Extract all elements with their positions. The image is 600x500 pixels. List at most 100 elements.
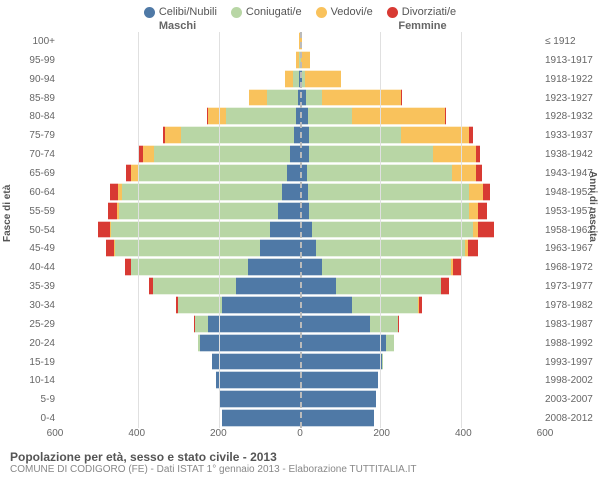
- bar-segment: [226, 107, 296, 125]
- bar-segment: [122, 183, 283, 201]
- legend-item: Vedovi/e: [316, 6, 373, 18]
- x-tick: 600: [47, 428, 64, 439]
- bar-segment: [212, 353, 300, 371]
- female-side: [300, 32, 541, 428]
- birth-label: ≤ 1912: [545, 32, 600, 51]
- bar-segment: [270, 221, 300, 239]
- birth-label: 1973-1977: [545, 277, 600, 296]
- age-label: 85-89: [0, 89, 55, 108]
- bar-segment: [452, 164, 476, 182]
- bar-segment: [300, 296, 352, 314]
- bar-segment: [401, 89, 402, 107]
- bar-segment: [115, 239, 260, 257]
- legend-item: Divorziati/e: [387, 6, 456, 18]
- legend-label: Vedovi/e: [331, 6, 373, 18]
- bar-segment: [222, 409, 300, 427]
- legend-label: Divorziati/e: [402, 6, 456, 18]
- bar-segment: [468, 239, 478, 257]
- bar-row: [300, 221, 541, 240]
- bar-segment: [478, 221, 494, 239]
- bar-row: [300, 296, 541, 315]
- bar-segment: [316, 239, 465, 257]
- age-label: 90-94: [0, 70, 55, 89]
- bar-row: [300, 353, 541, 372]
- bar-row: [300, 239, 541, 258]
- bar-segment: [322, 258, 451, 276]
- bar-segment: [336, 277, 440, 295]
- male-header: Maschi: [55, 20, 300, 32]
- bar-row: [59, 89, 300, 108]
- female-header: Femmine: [300, 20, 545, 32]
- bar-segment: [469, 183, 483, 201]
- birth-label: 1983-1987: [545, 315, 600, 334]
- age-label: 100+: [0, 32, 55, 51]
- x-tick: 400: [455, 428, 472, 439]
- bar-row: [59, 70, 300, 89]
- bar-segment: [300, 277, 336, 295]
- bar-segment: [401, 126, 469, 144]
- bar-segment: [208, 107, 226, 125]
- gridline: [380, 32, 381, 428]
- age-label: 75-79: [0, 126, 55, 145]
- bar-row: [59, 183, 300, 202]
- caption: Popolazione per età, sesso e stato civil…: [0, 444, 600, 475]
- birth-label: 1993-1997: [545, 353, 600, 372]
- bar-segment: [469, 202, 478, 220]
- bar-row: [300, 409, 541, 428]
- bar-row: [300, 371, 541, 390]
- bar-row: [59, 202, 300, 221]
- bar-segment: [398, 315, 399, 333]
- bar-segment: [200, 334, 300, 352]
- birth-label: 1998-2002: [545, 371, 600, 390]
- age-label: 45-49: [0, 239, 55, 258]
- bar-segment: [119, 202, 278, 220]
- birth-label: 1963-1967: [545, 239, 600, 258]
- bar-segment: [300, 258, 322, 276]
- bar-row: [300, 390, 541, 409]
- bar-segment: [106, 239, 115, 257]
- bar-row: [59, 164, 300, 183]
- birth-label: 2003-2007: [545, 390, 600, 409]
- bar-row: [300, 164, 541, 183]
- bar-segment: [300, 390, 376, 408]
- legend-dot: [316, 7, 327, 18]
- legend-label: Celibi/Nubili: [159, 6, 217, 18]
- bar-segment: [153, 277, 235, 295]
- legend-label: Coniugati/e: [246, 6, 302, 18]
- bar-segment: [181, 126, 293, 144]
- bar-segment: [308, 107, 352, 125]
- bar-segment: [300, 353, 382, 371]
- x-tick: 600: [537, 428, 554, 439]
- bar-row: [59, 145, 300, 164]
- bar-row: [59, 239, 300, 258]
- bar-segment: [98, 221, 109, 239]
- bar-row: [59, 107, 300, 126]
- x-axis: 6004002000 200400600: [0, 428, 600, 444]
- bar-segment: [300, 334, 386, 352]
- bar-segment: [178, 296, 222, 314]
- bar-row: [59, 334, 300, 353]
- birth-label: 1933-1937: [545, 126, 600, 145]
- bar-segment: [441, 277, 448, 295]
- plot-area: [59, 32, 541, 428]
- bar-segment: [220, 390, 300, 408]
- age-label: 20-24: [0, 334, 55, 353]
- bar-row: [300, 51, 541, 70]
- gridline: [138, 32, 139, 428]
- bar-segment: [195, 315, 208, 333]
- bar-segment: [352, 296, 418, 314]
- bar-row: [300, 126, 541, 145]
- bar-segment: [248, 258, 300, 276]
- age-label: 70-74: [0, 145, 55, 164]
- gridline: [219, 32, 220, 428]
- birth-label: 1928-1932: [545, 107, 600, 126]
- birth-label: 1913-1917: [545, 51, 600, 70]
- bar-row: [59, 32, 300, 51]
- age-label: 40-44: [0, 258, 55, 277]
- bar-row: [300, 277, 541, 296]
- bar-row: [59, 353, 300, 372]
- bar-segment: [476, 145, 480, 163]
- bar-segment: [306, 89, 322, 107]
- bar-segment: [386, 334, 393, 352]
- bar-segment: [290, 145, 300, 163]
